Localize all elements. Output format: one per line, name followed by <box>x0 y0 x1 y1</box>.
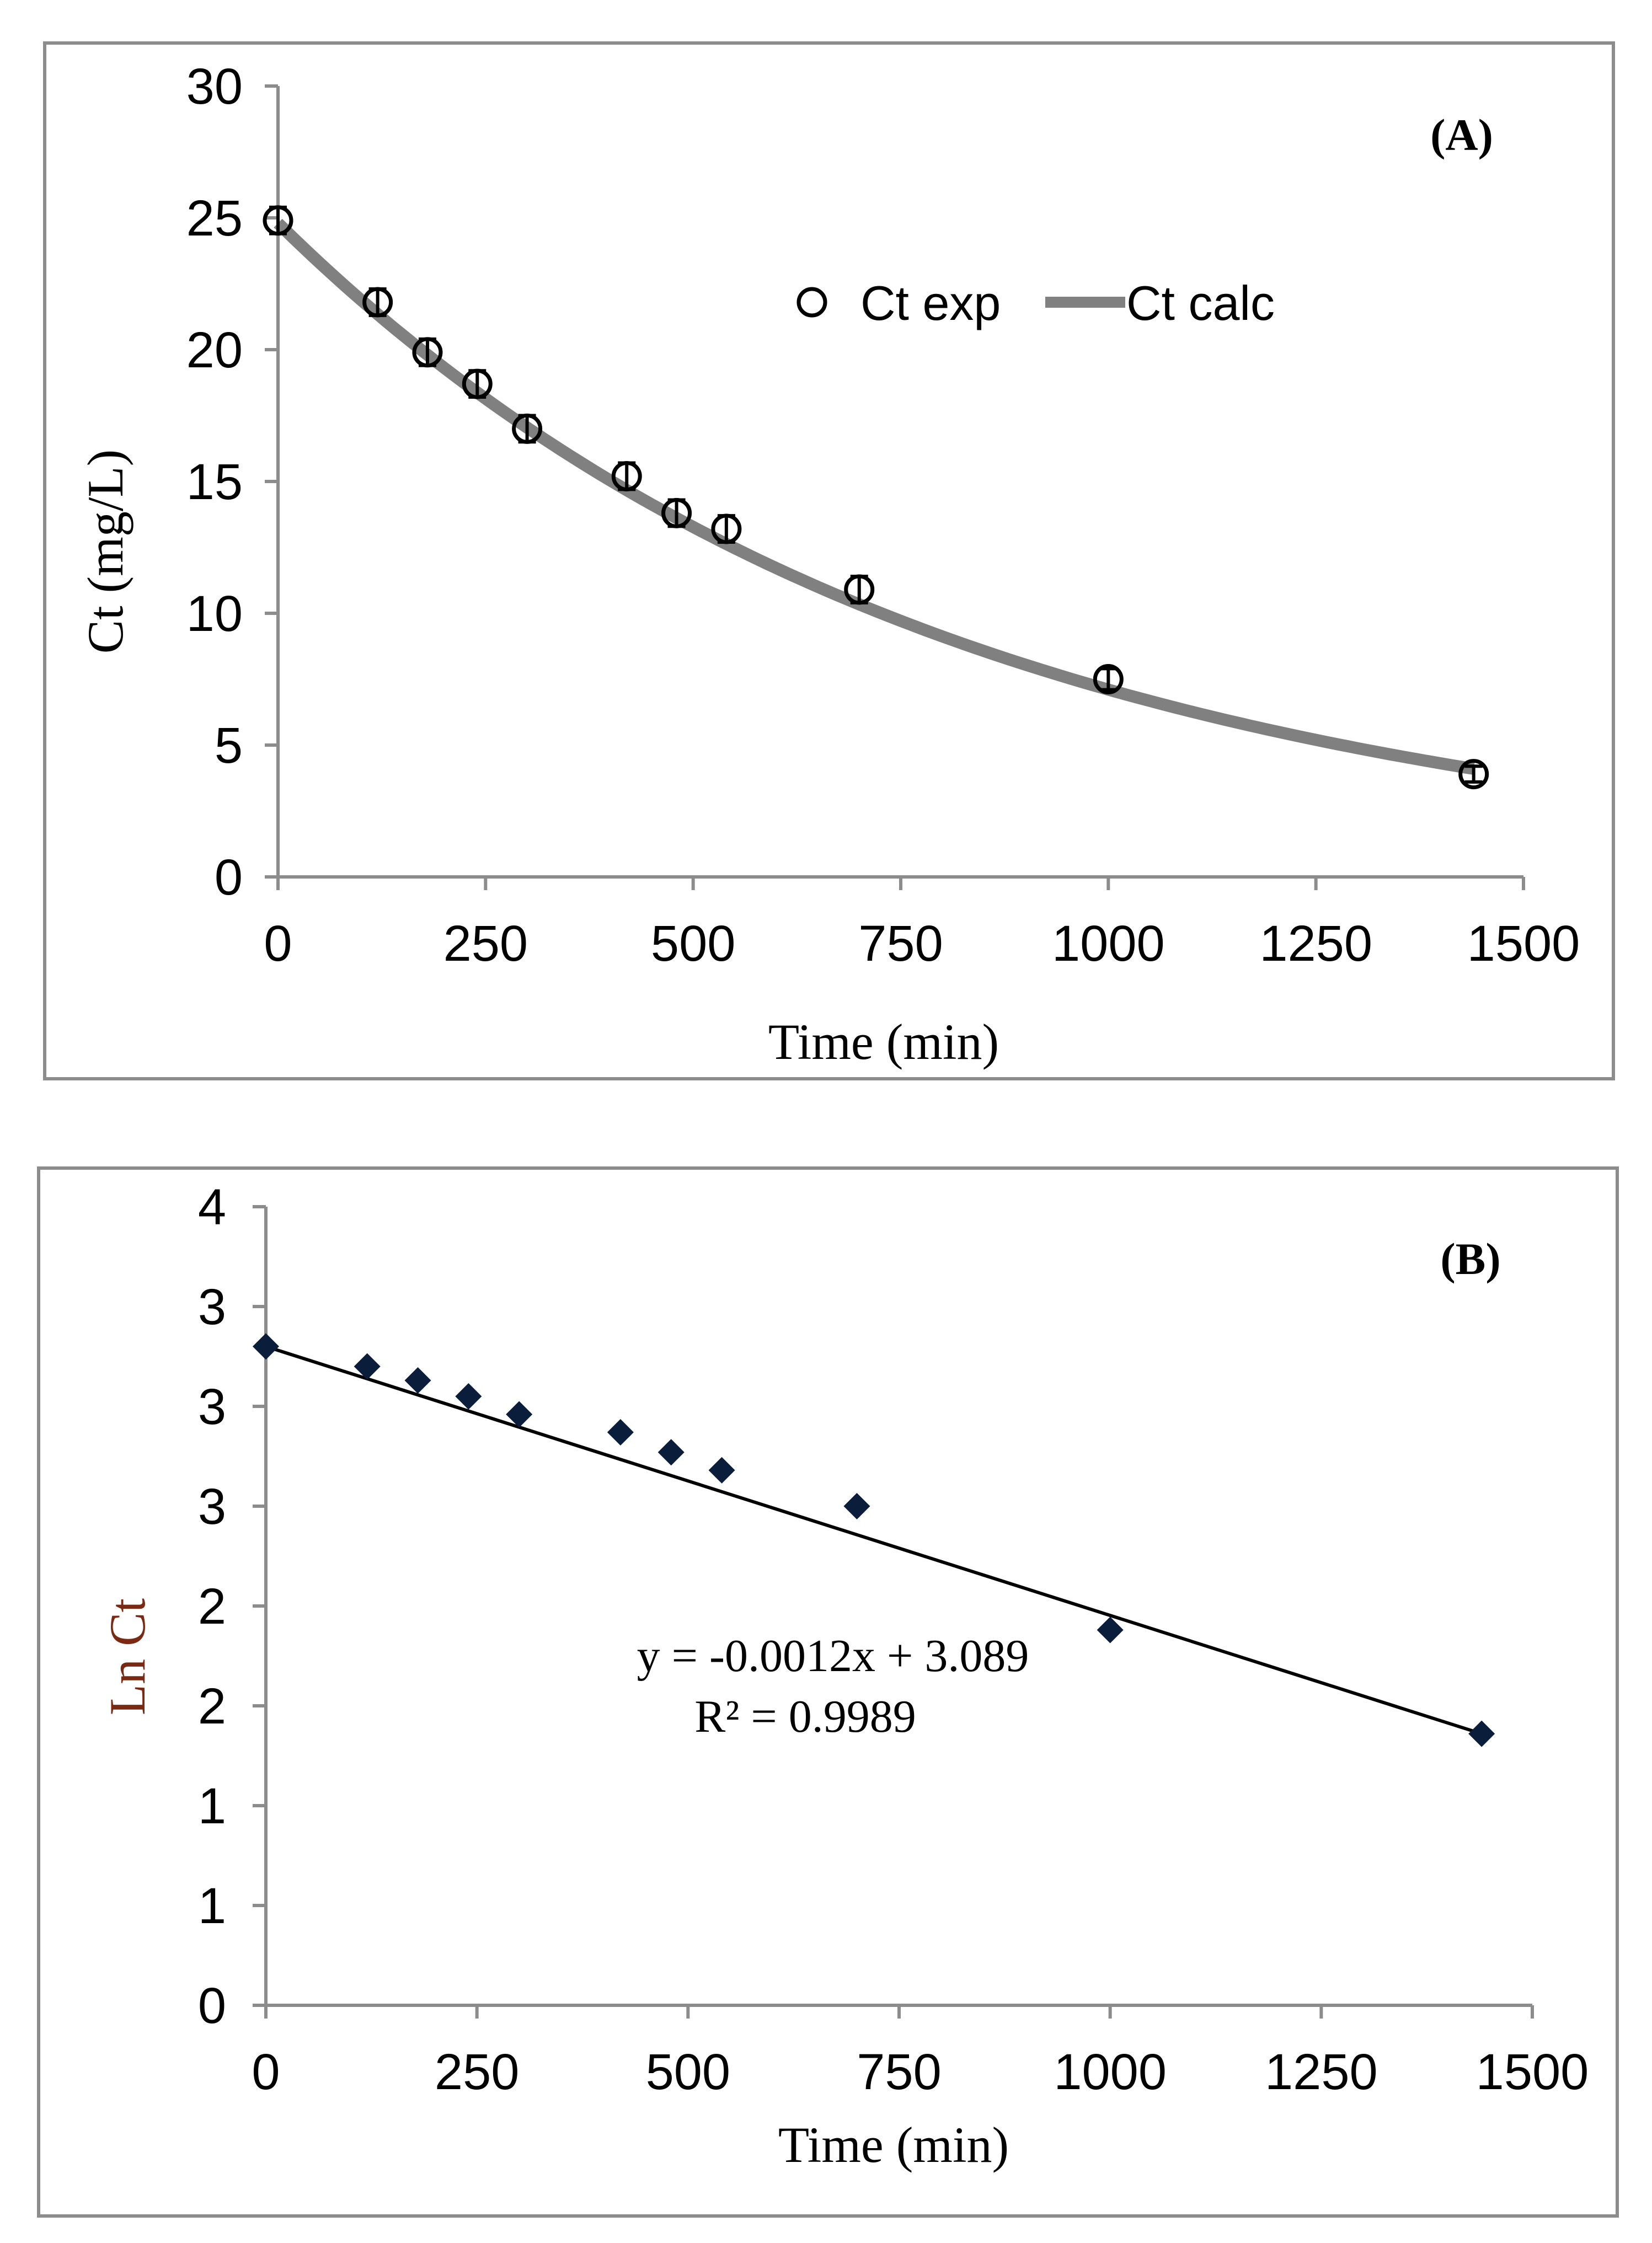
ln-ct-marker <box>657 1439 685 1466</box>
panel-b: (B) Time (min) Ln Ct 0 250 500 750 1000 1250 1… <box>37 1166 1619 2218</box>
ln-ct-marker <box>455 1383 482 1410</box>
panel-b-axes: 0 250 500 750 1000 1250 1500 0 1 1 2 2 3 3 3 4 <box>198 1179 1589 2100</box>
x-tick-label: 250 <box>435 2044 520 2100</box>
legend-label-ct-calc: Ct calc <box>1126 276 1275 330</box>
ln-ct-marker <box>708 1457 735 1484</box>
y-tick-label: 10 <box>186 586 243 642</box>
ln-ct-marker <box>1097 1616 1124 1644</box>
y-tick-label: 30 <box>186 58 243 115</box>
ct-exp-marker <box>1093 664 1124 694</box>
y-tick-label: 25 <box>186 190 243 247</box>
ln-ct-marker <box>607 1419 634 1446</box>
ct-exp-point <box>661 497 692 528</box>
x-tick-label: 1250 <box>1259 916 1372 972</box>
x-tick-label: 0 <box>252 2044 280 2100</box>
ln-ct-marker <box>1468 1720 1495 1747</box>
x-tick-label: 1500 <box>1467 916 1580 972</box>
y-tick-label: 0 <box>215 849 243 906</box>
panel-a-data-points <box>263 205 1489 790</box>
ct-exp-point <box>611 461 642 491</box>
ct-exp-point <box>263 205 293 236</box>
ct-exp-marker <box>1458 759 1489 790</box>
ln-ct-marker <box>354 1353 381 1380</box>
ct-exp-point <box>1458 759 1489 790</box>
y-tick-label: 3 <box>198 1379 226 1435</box>
ct-exp-point <box>362 287 393 318</box>
x-tick-label: 500 <box>646 2044 731 2100</box>
panel-b-y-axis-title: Ln Ct <box>99 1598 156 1716</box>
panel-b-x-axis-title: Time (min) <box>778 2117 1009 2173</box>
x-tick-label: 1250 <box>1265 2044 1378 2100</box>
panel-a-label: (A) <box>1430 110 1493 160</box>
ln-ct-marker <box>253 1333 279 1360</box>
ct-exp-point <box>844 574 875 605</box>
ct-exp-point <box>512 413 543 444</box>
y-tick-label: 2 <box>198 1578 226 1635</box>
y-tick-label: 4 <box>198 1179 226 1235</box>
ct-exp-marker <box>263 205 293 236</box>
ct-exp-point <box>1093 664 1124 694</box>
panel-a-x-axis-title: Time (min) <box>768 1014 999 1070</box>
y-tick-label: 3 <box>198 1279 226 1335</box>
legend-marker-ct-exp <box>796 287 827 318</box>
ln-ct-marker <box>506 1401 533 1428</box>
x-tick-label: 750 <box>857 2044 942 2100</box>
panel-b-r-squared: R² = 0.9989 <box>694 1691 916 1742</box>
panel-a-legend: Ct exp Ct calc <box>796 276 1275 330</box>
ln-ct-marker <box>843 1493 870 1519</box>
ct-exp-marker <box>412 337 443 368</box>
linear-fit-line <box>265 1345 1483 1736</box>
legend-label-ct-exp: Ct exp <box>860 276 1001 330</box>
y-tick-label: 0 <box>198 1978 226 2034</box>
ct-exp-marker <box>611 461 642 491</box>
panel-a-frame <box>43 41 1615 1080</box>
y-tick-label: 2 <box>198 1678 226 1735</box>
ln-ct-marker <box>404 1367 431 1394</box>
y-tick-label: 1 <box>198 1878 226 1934</box>
ct-exp-point <box>462 368 493 399</box>
y-tick-label: 5 <box>215 718 243 774</box>
panel-a: (A) Time (min) Ct (mg/L) 0 250 500 750 1000 1… <box>43 41 1615 1080</box>
y-tick-label: 20 <box>186 322 243 378</box>
x-tick-label: 500 <box>651 916 736 972</box>
panel-a-axes: 0 250 500 750 1000 1250 1500 0 5 10 15 20 25 30 <box>186 58 1580 972</box>
y-tick-label: 15 <box>186 454 243 510</box>
x-tick-label: 1500 <box>1476 2044 1589 2100</box>
ct-exp-marker <box>512 413 543 444</box>
x-tick-label: 1000 <box>1052 916 1165 972</box>
ct-exp-marker <box>362 287 393 318</box>
x-tick-label: 250 <box>443 916 528 972</box>
y-tick-label: 3 <box>198 1479 226 1535</box>
panel-b-fit-line <box>265 1345 1483 1736</box>
panel-b-data-points <box>253 1333 1495 1747</box>
panel-a-y-axis-title: Ct (mg/L) <box>77 449 133 654</box>
panel-b-equation: y = -0.0012x + 3.089 <box>637 1630 1029 1682</box>
y-tick-label: 1 <box>198 1778 226 1834</box>
x-tick-label: 1000 <box>1054 2044 1167 2100</box>
ct-exp-marker <box>711 513 742 544</box>
ct-exp-point <box>412 337 443 368</box>
ct-exp-marker <box>844 574 875 605</box>
ct-exp-point <box>711 513 742 544</box>
ct-exp-marker <box>661 497 692 528</box>
panel-b-label: (B) <box>1440 1234 1500 1284</box>
x-tick-label: 750 <box>858 916 943 972</box>
ct-exp-marker <box>462 368 493 399</box>
x-tick-label: 0 <box>264 916 292 972</box>
